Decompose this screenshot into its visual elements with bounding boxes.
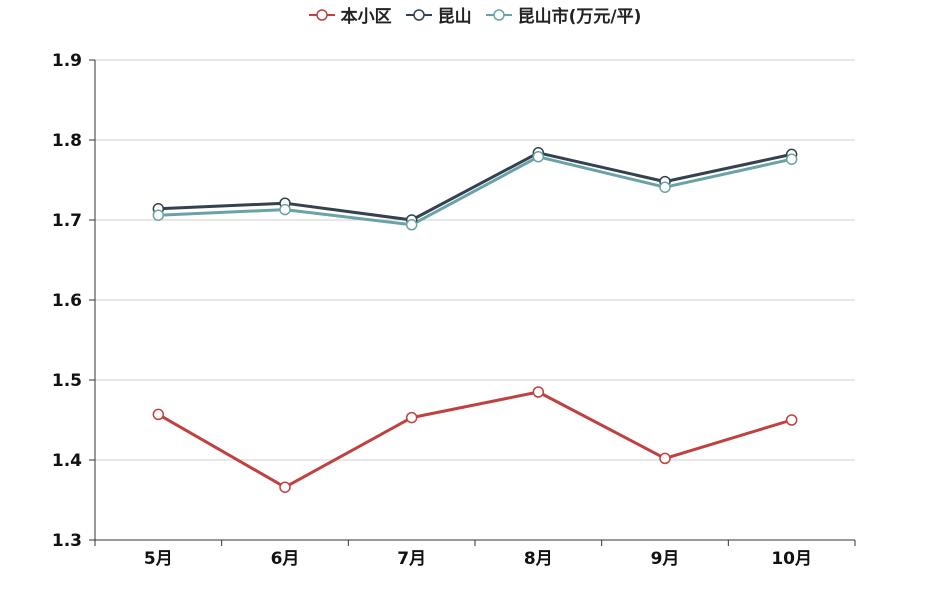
y-tick-label-6: 1.9 <box>52 51 82 71</box>
x-tick-label-2: 7月 <box>397 549 426 569</box>
legend-item-3[interactable]: 昆山市(万元/平) <box>485 2 642 27</box>
legend-item-2[interactable]: 昆山 <box>405 2 472 27</box>
series-line-1 <box>157 390 793 489</box>
legend-label-2: 昆山 <box>437 7 472 27</box>
x-tick-label-1: 6月 <box>271 549 300 569</box>
data-point-3-2 <box>279 203 291 216</box>
x-tick-label-0: 5月 <box>144 549 173 569</box>
data-point-3-5 <box>659 181 671 193</box>
data-point-1-6 <box>785 414 798 426</box>
legend-label-1: 本小区 <box>340 7 392 27</box>
data-point-1-4 <box>532 386 545 398</box>
series-line-3 <box>158 155 792 227</box>
x-tick-label-5: 10月 <box>771 549 812 569</box>
y-tick-label-5: 1.8 <box>52 131 82 151</box>
data-point-1-1 <box>152 408 165 421</box>
y-tick-label-4: 1.7 <box>52 211 82 231</box>
legend-marker-1 <box>308 8 335 21</box>
y-tick-label-3: 1.6 <box>52 291 82 311</box>
y-tick-label-0: 1.3 <box>52 531 82 551</box>
y-tick-label-1: 1.4 <box>52 451 82 471</box>
data-point-1-2 <box>279 481 291 493</box>
series-line-2 <box>158 151 792 222</box>
y-tick-label-2: 1.5 <box>52 371 82 391</box>
x-tick-label-3: 8月 <box>524 549 553 569</box>
legend-marker-3 <box>485 8 512 21</box>
data-point-1-5 <box>659 452 671 465</box>
data-point-3-4 <box>532 151 545 163</box>
data-point-3-1 <box>152 209 165 221</box>
legend-item-1[interactable]: 本小区 <box>308 2 392 27</box>
x-tick-label-4: 9月 <box>651 549 680 569</box>
data-point-3-3 <box>405 219 418 231</box>
legend-label-3: 昆山市(万元/平) <box>517 7 642 27</box>
legend: 本小区 昆山 昆山市(万元/平) <box>0 2 950 27</box>
data-point-3-6 <box>785 153 798 165</box>
legend-marker-2 <box>405 8 432 21</box>
data-point-1-3 <box>405 411 418 424</box>
